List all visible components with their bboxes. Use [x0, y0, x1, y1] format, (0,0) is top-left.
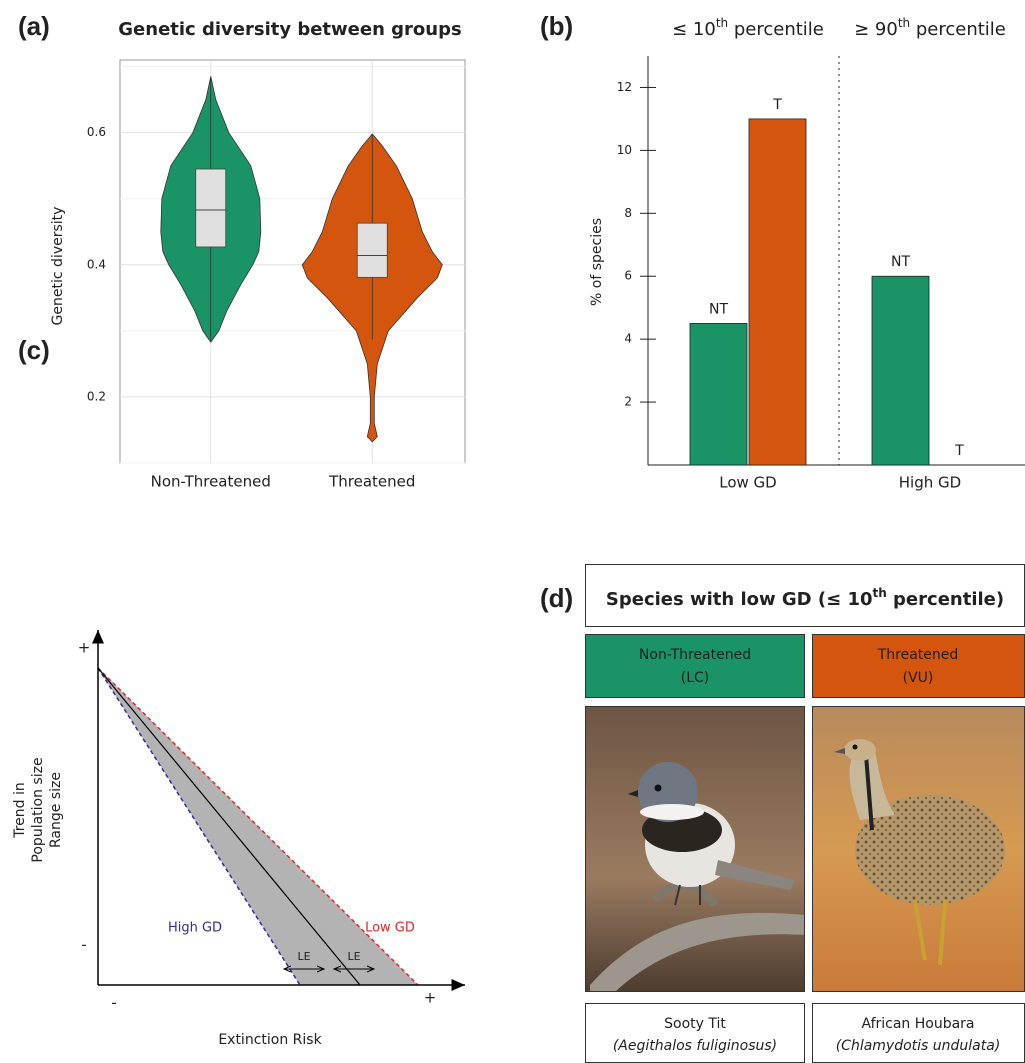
y-tick-label: 0.2	[87, 389, 106, 403]
y-tick-label: 0.6	[87, 125, 106, 139]
low-gd-label: Low GD	[365, 921, 415, 936]
common-name: African Houbara	[861, 1016, 974, 1032]
iucn-category: (VU)	[903, 670, 934, 686]
panel-letter: (c)	[18, 335, 50, 365]
group-label-part: percentile	[910, 19, 1006, 40]
group-label-sup: th	[898, 16, 910, 30]
common-name: Sooty Tit	[664, 1016, 726, 1032]
y-tick-label: 12	[617, 80, 632, 94]
iucn-category: (LC)	[681, 670, 710, 686]
bar-label: NT	[709, 301, 728, 317]
title-part: Species with low GD (≤ 10	[606, 589, 873, 610]
group-label: ≤ 10th percentile	[672, 16, 824, 41]
title-sup: th	[873, 586, 887, 600]
x-plus: +	[424, 989, 437, 1007]
photo-african-houbara	[812, 706, 1025, 992]
y-axis-label: Range size	[48, 772, 64, 848]
figure: (a) (b) (c) (d) Genetic diversity betwee…	[0, 0, 1025, 1063]
bar	[749, 119, 806, 465]
y-tick-label: 6	[624, 269, 632, 283]
group-label: ≥ 90th percentile	[854, 16, 1006, 41]
concept-diagram: LE LE High GD Low GD + - - + Extinction …	[12, 630, 465, 1048]
panel-letter: (a)	[18, 11, 50, 41]
y-axis-label: % of species	[589, 218, 605, 306]
species-panel: Species with low GD (≤ 10th percentile) …	[585, 565, 1025, 1063]
y-tick-label: 4	[624, 332, 632, 346]
low-gd-line	[98, 668, 418, 985]
bar	[690, 323, 747, 465]
status-box	[586, 635, 805, 698]
bar-label: NT	[891, 254, 910, 270]
title-part: percentile)	[887, 589, 1004, 610]
status: Threatened	[877, 647, 959, 663]
y-minus: -	[81, 936, 86, 954]
box	[357, 223, 387, 277]
status: Non-Threatened	[639, 647, 751, 663]
y-tick-label: 8	[624, 206, 632, 220]
group-label-part: ≤ 10	[672, 19, 716, 40]
panel-letter: (d)	[540, 583, 573, 613]
high-gd-label: High GD	[168, 921, 222, 936]
y-axis-label: Trend in	[12, 782, 28, 839]
group-label-part: ≥ 90	[854, 19, 898, 40]
group-label-sup: th	[716, 16, 728, 30]
chart-title: Genetic diversity between groups	[118, 19, 461, 40]
y-axis-label: Genetic diversity	[50, 207, 66, 326]
group-label-part: percentile	[728, 19, 824, 40]
y-axis-label: Population size	[30, 757, 46, 862]
bar-label: T	[954, 443, 964, 459]
y-tick-label: 2	[624, 395, 632, 409]
x-tick-label: Low GD	[719, 474, 776, 492]
y-tick-label: 0.4	[87, 257, 106, 271]
photo-sooty-tit	[585, 706, 805, 992]
scientific-name: (Aegithalos fuliginosus)	[613, 1038, 777, 1054]
x-minus: -	[111, 994, 116, 1012]
status-box	[813, 635, 1025, 698]
x-axis-label: Extinction Risk	[218, 1032, 322, 1048]
scientific-name: (Chlamydotis undulata)	[836, 1038, 1001, 1054]
panel-title: Species with low GD (≤ 10th percentile)	[606, 586, 1004, 611]
y-plus: +	[78, 639, 91, 657]
box	[196, 169, 226, 247]
bar-label: T	[772, 97, 782, 113]
le-label: LE	[297, 950, 310, 963]
mean-line	[98, 668, 360, 985]
violin-plot: 0.2 0.4 0.6 Non-Threatened Threatened	[87, 60, 465, 491]
y-tick-label: 10	[617, 143, 632, 157]
x-tick-label: Non-Threatened	[151, 473, 271, 491]
x-tick-label: Threatened	[328, 473, 415, 491]
x-tick-label: High GD	[899, 474, 961, 492]
panel-letter: (b)	[540, 11, 573, 41]
bar	[872, 276, 929, 465]
le-label: LE	[347, 950, 360, 963]
